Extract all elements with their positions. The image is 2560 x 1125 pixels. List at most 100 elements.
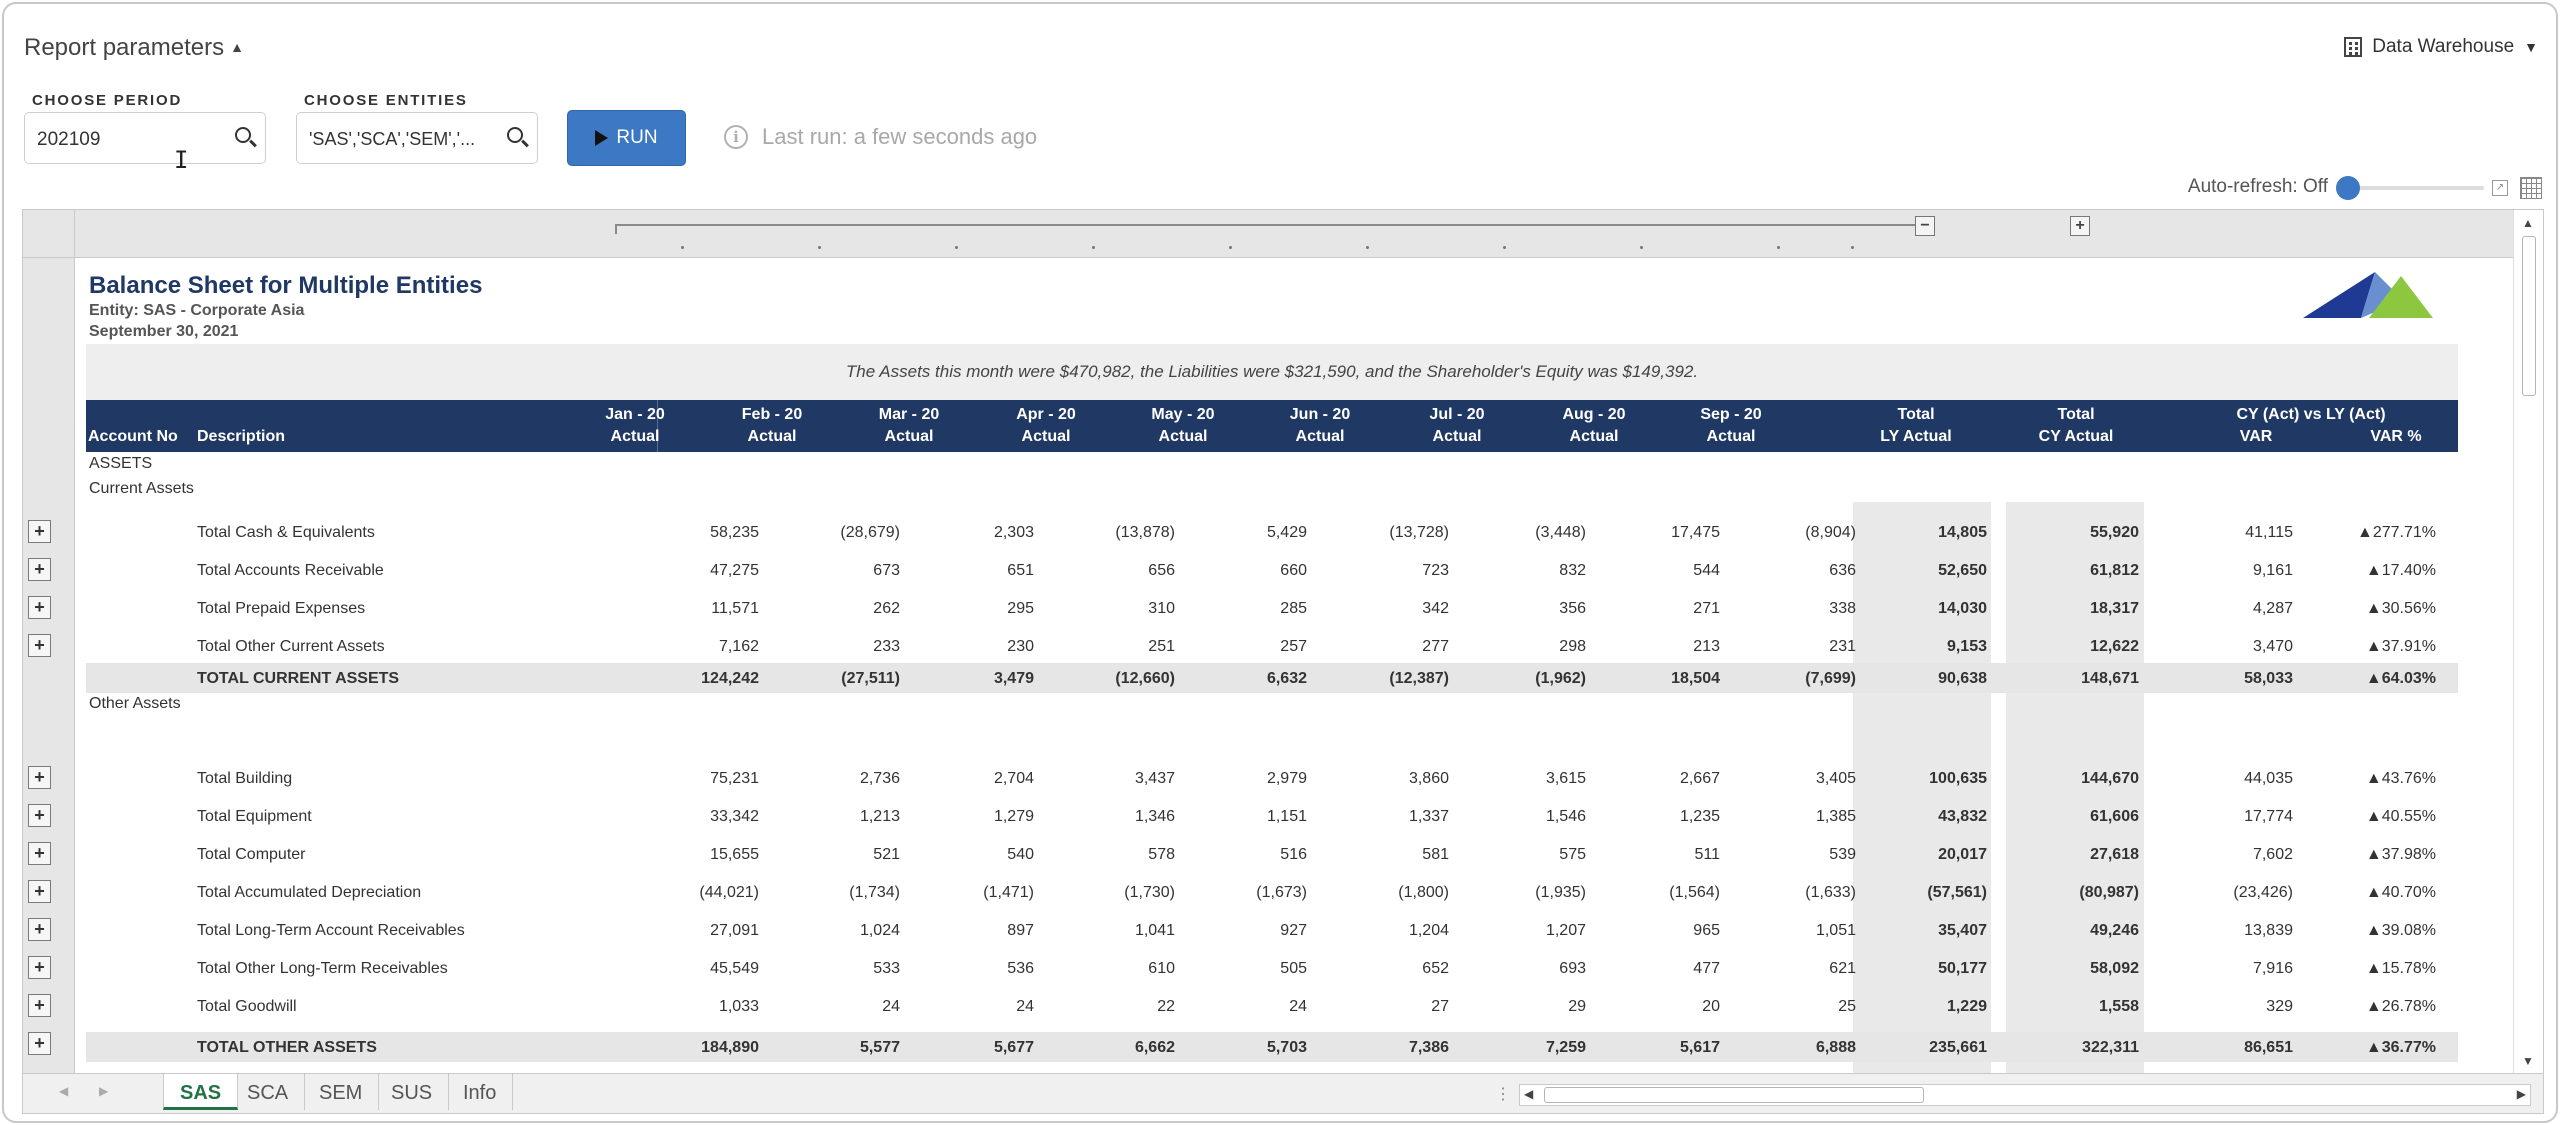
report-date: September 30, 2021 <box>89 323 239 340</box>
scroll-up-icon[interactable]: ▲ <box>2522 216 2534 230</box>
search-icon[interactable] <box>235 127 251 143</box>
expand-row-button[interactable]: + <box>28 994 51 1017</box>
table-row: Total Goodwill 1,033 24 24 22 24 27 29 20 25 1,229… <box>86 991 2458 1021</box>
ly-total-cell: 90,638 <box>1938 670 1987 687</box>
cy-total-cell: 27,618 <box>2090 846 2139 863</box>
month-value-cell: (12,387) <box>1389 670 1449 687</box>
header-month-type: Actual <box>1569 428 1619 445</box>
month-value-cell: 897 <box>1007 922 1034 939</box>
month-value-cell: 2,667 <box>1679 770 1720 787</box>
month-value-cell: 262 <box>873 600 900 617</box>
run-button[interactable]: RUN <box>567 110 686 166</box>
tab-scroll-right-icon[interactable]: ▶ <box>99 1084 109 1098</box>
month-value-cell: 2,736 <box>859 770 900 787</box>
scroll-right-icon[interactable]: ▶ <box>2516 1087 2526 1101</box>
header-total-cy-1: Total <box>2057 406 2095 423</box>
month-value-cell: (1,564) <box>1669 884 1720 901</box>
vertical-scroll-thumb[interactable] <box>2522 236 2536 396</box>
report-parameters-title: Report parameters <box>24 34 225 61</box>
header-separator <box>657 400 658 452</box>
expand-row-button[interactable]: + <box>28 918 51 941</box>
expand-row-button[interactable]: + <box>28 880 51 903</box>
cy-total-cell: 49,246 <box>2090 922 2139 939</box>
tab-info[interactable]: Info <box>447 1074 514 1110</box>
row-description: Total Goodwill <box>197 998 297 1015</box>
tab-sas[interactable]: SAS <box>163 1074 239 1110</box>
month-value-cell: (3,448) <box>1535 524 1586 541</box>
expand-row-button[interactable]: + <box>28 634 51 657</box>
table-row: Total Prepaid Expenses 11,571 262 295 310 285… <box>86 593 2458 623</box>
period-input[interactable]: 202109 <box>24 112 266 164</box>
month-value-cell: 578 <box>1148 846 1175 863</box>
expand-icon[interactable]: ↗ <box>2492 180 2508 196</box>
expand-row-button[interactable]: + <box>28 766 51 789</box>
month-value-cell: 277 <box>1422 638 1449 655</box>
month-value-cell: 540 <box>1007 846 1034 863</box>
month-value-cell: 505 <box>1280 960 1307 977</box>
chevron-up-icon: ▲ <box>230 39 244 55</box>
entities-input[interactable]: 'SAS','SCA','SEM','... <box>296 112 538 164</box>
variance-pct-cell: ▲15.78% <box>2365 960 2436 977</box>
tab-sus[interactable]: SUS <box>375 1074 450 1110</box>
header-total-ly-1: Total <box>1897 406 1935 423</box>
month-value-cell: 723 <box>1422 562 1449 579</box>
month-value-cell: 25 <box>1838 998 1856 1015</box>
ly-total-cell: 52,650 <box>1938 562 1987 579</box>
collapse-group-button[interactable]: − <box>1915 216 1935 236</box>
ly-total-cell: (57,561) <box>1927 884 1987 901</box>
expand-row-button[interactable]: + <box>28 804 51 827</box>
header-month: Feb - 20 <box>741 406 803 423</box>
month-value-cell: 24 <box>882 998 900 1015</box>
data-source-selector[interactable]: Data Warehouse ▼ <box>2344 36 2538 58</box>
header-account-no: Account No <box>88 428 178 445</box>
ly-total-column-shade <box>1853 502 1991 1073</box>
expand-row-button[interactable]: + <box>28 842 51 865</box>
cy-total-cell: 322,311 <box>2082 1039 2139 1056</box>
expand-row-button[interactable]: + <box>28 1032 51 1055</box>
group-dot <box>818 246 821 249</box>
tab-sca[interactable]: SCA <box>231 1074 306 1110</box>
auto-refresh-toggle[interactable] <box>2336 176 2484 200</box>
expand-group-button[interactable]: + <box>2070 216 2090 236</box>
toggle-knob[interactable] <box>2336 176 2360 200</box>
expand-row-button[interactable]: + <box>28 956 51 979</box>
tab-scroll-left-icon[interactable]: ◀ <box>59 1084 69 1098</box>
variance-cell: 7,602 <box>2252 846 2293 863</box>
month-value-cell: (12,660) <box>1115 670 1175 687</box>
header-month: Sep - 20 <box>1700 406 1762 423</box>
month-value-cell: (7,699) <box>1805 670 1856 687</box>
variance-cell: 7,916 <box>2252 960 2293 977</box>
more-options-icon[interactable]: ⋮ <box>1495 1086 1511 1103</box>
month-value-cell: 18,504 <box>1671 670 1720 687</box>
scroll-down-icon[interactable]: ▼ <box>2522 1054 2534 1068</box>
table-row: Total Accounts Receivable 47,275 673 651 656… <box>86 555 2458 585</box>
scroll-left-icon[interactable]: ◀ <box>1524 1087 1534 1101</box>
building-icon <box>2344 37 2363 57</box>
info-icon: i <box>724 125 748 149</box>
month-value-cell: 356 <box>1559 600 1586 617</box>
tab-sem[interactable]: SEM <box>303 1074 380 1110</box>
group-corner <box>23 210 75 258</box>
variance-cell: 4,287 <box>2252 600 2293 617</box>
month-value-cell: 6,888 <box>1815 1039 1856 1056</box>
horizontal-scroll-thumb[interactable] <box>1544 1087 1924 1103</box>
gridlines-icon[interactable] <box>2520 177 2542 199</box>
month-value-cell: 7,386 <box>1408 1039 1449 1056</box>
report-parameters-toggle[interactable]: Report parameters ▲ <box>24 34 244 62</box>
month-value-cell: 1,385 <box>1815 808 1856 825</box>
horizontal-scrollbar[interactable]: ◀ ▶ <box>1519 1084 2531 1106</box>
vertical-scrollbar[interactable]: ▲ ▼ <box>2513 210 2543 1073</box>
month-value-cell: 1,024 <box>859 922 900 939</box>
row-description: Total Prepaid Expenses <box>197 600 366 617</box>
month-value-cell: 652 <box>1422 960 1449 977</box>
month-value-cell: (13,878) <box>1115 524 1175 541</box>
row-description: Total Equipment <box>197 808 312 825</box>
expand-row-button[interactable]: + <box>28 596 51 619</box>
search-icon[interactable] <box>507 127 523 143</box>
month-value-cell: 1,346 <box>1134 808 1175 825</box>
month-value-cell: (1,935) <box>1535 884 1586 901</box>
expand-row-button[interactable]: + <box>28 558 51 581</box>
expand-row-button[interactable]: + <box>28 520 51 543</box>
month-value-cell: 1,213 <box>859 808 900 825</box>
sheet-tabs-bar: ◀ ▶ SAS SCA SEM SUS Info ⋮ ◀ ▶ <box>22 1074 2544 1114</box>
